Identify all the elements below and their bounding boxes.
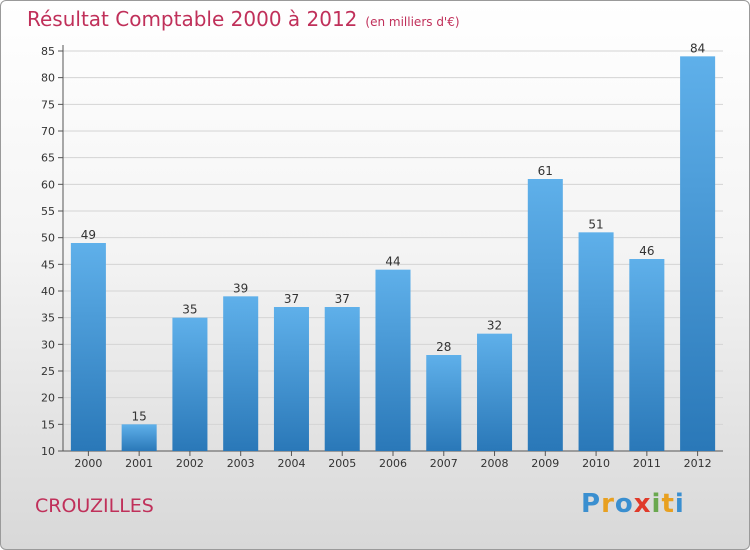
x-tick-label: 2003 <box>227 457 255 470</box>
bar-value-label: 32 <box>487 319 502 333</box>
y-tick-label: 60 <box>41 178 55 191</box>
y-tick-label: 30 <box>41 338 55 351</box>
bar-value-label: 44 <box>385 255 400 269</box>
y-tick-label: 65 <box>41 152 55 165</box>
chart-subtitle: (en milliers d'€) <box>365 15 460 29</box>
y-tick-label: 10 <box>41 445 55 458</box>
bar <box>629 259 665 451</box>
logo-letter: x <box>633 489 652 519</box>
bar <box>121 424 157 451</box>
bar-value-label: 28 <box>436 340 451 354</box>
bar-value-label: 37 <box>284 292 299 306</box>
x-tick-label: 2011 <box>633 457 661 470</box>
logo-letter: r <box>601 489 615 519</box>
x-tick-label: 2009 <box>531 457 559 470</box>
bar <box>273 307 309 451</box>
logo-letter: i <box>651 489 662 519</box>
y-tick-label: 85 <box>41 45 55 58</box>
bar <box>578 232 614 451</box>
x-tick-label: 2010 <box>582 457 610 470</box>
logo-letter: o <box>614 489 634 519</box>
y-tick-label: 50 <box>41 232 55 245</box>
bar <box>172 317 208 451</box>
y-tick-label: 15 <box>41 418 55 431</box>
y-tick-label: 55 <box>41 205 55 218</box>
x-tick-label: 2004 <box>277 457 305 470</box>
y-tick-label: 80 <box>41 72 55 85</box>
logo-letter: t <box>661 489 675 519</box>
bar-value-label: 37 <box>335 292 350 306</box>
y-tick-label: 35 <box>41 312 55 325</box>
y-tick-label: 45 <box>41 258 55 271</box>
x-tick-label: 2007 <box>430 457 458 470</box>
y-tick-label: 25 <box>41 365 55 378</box>
x-tick-label: 2002 <box>176 457 204 470</box>
bar-value-label: 15 <box>132 409 147 423</box>
bar-value-label: 35 <box>182 303 197 317</box>
x-tick-label: 2006 <box>379 457 407 470</box>
y-tick-label: 40 <box>41 285 55 298</box>
bar-value-label: 51 <box>588 217 603 231</box>
y-tick-label: 20 <box>41 392 55 405</box>
x-tick-label: 2005 <box>328 457 356 470</box>
bar <box>527 179 563 451</box>
bar-value-label: 84 <box>690 41 705 55</box>
place-name: CROUZILLES <box>35 495 154 517</box>
bar <box>477 333 513 451</box>
chart-title: Résultat Comptable 2000 à 2012 (en millie… <box>27 7 460 31</box>
y-tick-label: 75 <box>41 98 55 111</box>
bar-value-label: 46 <box>639 244 654 258</box>
bar <box>375 269 411 451</box>
x-tick-label: 2008 <box>481 457 509 470</box>
bar <box>680 56 716 451</box>
x-tick-label: 2001 <box>125 457 153 470</box>
bar <box>223 296 259 451</box>
bar <box>324 307 360 451</box>
bar-value-label: 49 <box>81 228 96 242</box>
proxiti-logo: Proxiti <box>581 489 685 519</box>
bar <box>426 355 462 451</box>
x-tick-label: 2012 <box>684 457 712 470</box>
x-tick-label: 2000 <box>74 457 102 470</box>
bar-value-label: 61 <box>538 164 553 178</box>
logo-letter: i <box>674 489 685 519</box>
logo-letter: P <box>581 489 602 519</box>
bar <box>70 243 106 451</box>
y-tick-label: 70 <box>41 125 55 138</box>
bar-value-label: 39 <box>233 281 248 295</box>
